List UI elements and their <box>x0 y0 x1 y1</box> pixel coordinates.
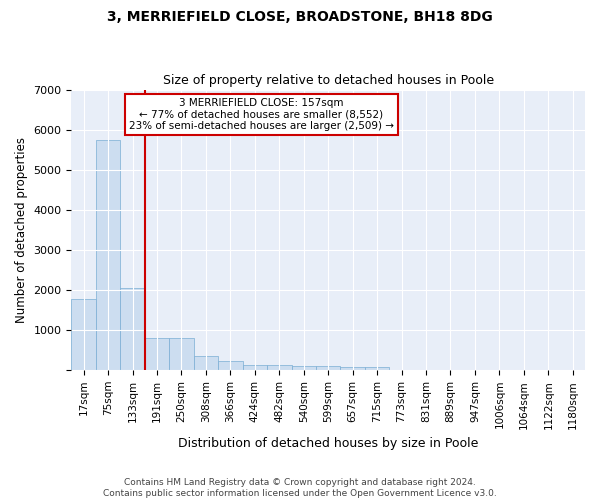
Bar <box>340 366 365 370</box>
Text: 3, MERRIEFIELD CLOSE, BROADSTONE, BH18 8DG: 3, MERRIEFIELD CLOSE, BROADSTONE, BH18 8… <box>107 10 493 24</box>
Bar <box>218 361 242 370</box>
Bar <box>194 356 218 370</box>
Bar <box>145 338 169 370</box>
Bar <box>71 299 96 370</box>
Text: Contains HM Land Registry data © Crown copyright and database right 2024.
Contai: Contains HM Land Registry data © Crown c… <box>103 478 497 498</box>
X-axis label: Distribution of detached houses by size in Poole: Distribution of detached houses by size … <box>178 437 478 450</box>
Title: Size of property relative to detached houses in Poole: Size of property relative to detached ho… <box>163 74 494 87</box>
Bar <box>365 367 389 370</box>
Bar <box>121 288 145 370</box>
Bar <box>292 366 316 370</box>
Bar <box>169 338 194 370</box>
Bar <box>242 365 267 370</box>
Bar <box>267 366 292 370</box>
Text: 3 MERRIEFIELD CLOSE: 157sqm
← 77% of detached houses are smaller (8,552)
23% of : 3 MERRIEFIELD CLOSE: 157sqm ← 77% of det… <box>129 98 394 131</box>
Bar <box>316 366 340 370</box>
Bar <box>96 140 121 370</box>
Y-axis label: Number of detached properties: Number of detached properties <box>15 137 28 323</box>
